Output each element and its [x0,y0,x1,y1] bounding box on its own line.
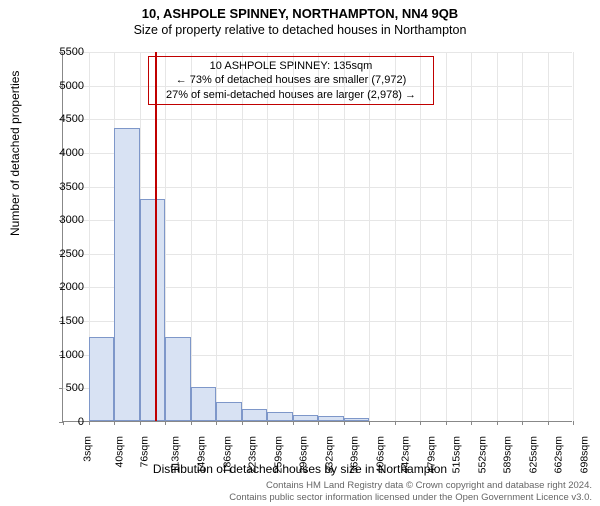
chart-area: 10 ASHPOLE SPINNEY: 135sqm← 73% of detac… [62,52,572,422]
histogram-bar [191,387,217,421]
histogram-bar [267,412,293,421]
chart-subtitle: Size of property relative to detached ho… [0,23,600,37]
xtick-label: 369sqm [348,436,360,473]
histogram-bar [216,402,242,421]
footer-line-2: Contains public sector information licen… [229,492,592,504]
gridline-v [369,52,370,421]
gridline-v [497,52,498,421]
xtick-label: 442sqm [399,436,411,473]
xtick-label: 223sqm [246,436,258,473]
ytick-label: 500 [44,382,84,394]
histogram-bar [242,409,268,421]
plot-region: 10 ASHPOLE SPINNEY: 135sqm← 73% of detac… [62,52,572,422]
xtick-mark [395,421,396,425]
xtick-mark [344,421,345,425]
gridline-v [522,52,523,421]
xtick-mark [165,421,166,425]
y-axis-label: Number of detached properties [8,71,22,236]
xtick-label: 76sqm [139,436,151,468]
gridline-v [318,52,319,421]
xtick-mark [318,421,319,425]
histogram-bar [165,337,191,421]
ytick-label: 3000 [44,214,84,226]
xtick-mark [216,421,217,425]
gridline-v [293,52,294,421]
gridline-v [242,52,243,421]
gridline-v [573,52,574,421]
xtick-mark [293,421,294,425]
ytick-label: 5000 [44,80,84,92]
xtick-mark [446,421,447,425]
gridline-v [216,52,217,421]
xtick-mark [267,421,268,425]
histogram-bar [114,128,140,421]
xtick-mark [548,421,549,425]
histogram-bar [293,415,319,421]
xtick-label: 40sqm [113,436,125,468]
xtick-label: 3sqm [82,436,94,462]
chart-title: 10, ASHPOLE SPINNEY, NORTHAMPTON, NN4 9Q… [0,6,600,21]
xtick-mark [89,421,90,425]
xtick-mark [140,421,141,425]
gridline-v [548,52,549,421]
histogram-bar [344,418,370,421]
xtick-label: 552sqm [476,436,488,473]
xtick-label: 186sqm [221,436,233,473]
xtick-label: 113sqm [169,436,181,473]
xtick-label: 515sqm [450,436,462,473]
ytick-label: 2500 [44,248,84,260]
gridline-v [420,52,421,421]
gridline-v [395,52,396,421]
xtick-mark [522,421,523,425]
xtick-mark [471,421,472,425]
xtick-label: 479sqm [425,436,437,473]
xtick-mark [420,421,421,425]
annotation-line: 10 ASHPOLE SPINNEY: 135sqm [155,59,427,73]
xtick-label: 625sqm [527,436,539,473]
histogram-bar [140,199,166,421]
property-marker-line [155,52,157,421]
xtick-mark [573,421,574,425]
xtick-mark [114,421,115,425]
annotation-box: 10 ASHPOLE SPINNEY: 135sqm← 73% of detac… [148,56,434,105]
xtick-mark [369,421,370,425]
ytick-label: 5500 [44,46,84,58]
xtick-label: 589sqm [501,436,513,473]
xtick-label: 296sqm [297,436,309,473]
xtick-label: 662sqm [552,436,564,473]
ytick-label: 1500 [44,315,84,327]
footer-attribution: Contains HM Land Registry data © Crown c… [229,480,592,504]
ytick-label: 4500 [44,113,84,125]
gridline-v [446,52,447,421]
gridline-v [267,52,268,421]
gridline-v [471,52,472,421]
gridline-v [191,52,192,421]
xtick-label: 149sqm [195,436,207,473]
histogram-bar [318,416,344,421]
xtick-mark [497,421,498,425]
xtick-label: 332sqm [323,436,335,473]
xtick-label: 698sqm [578,436,590,473]
xtick-label: 259sqm [272,436,284,473]
ytick-label: 1000 [44,349,84,361]
ytick-label: 4000 [44,147,84,159]
xtick-mark [191,421,192,425]
annotation-line: 27% of semi-detached houses are larger (… [155,88,427,102]
ytick-label: 0 [44,416,84,428]
ytick-label: 2000 [44,281,84,293]
xtick-mark [242,421,243,425]
xtick-label: 406sqm [374,436,386,473]
histogram-bar [89,337,115,421]
annotation-line: ← 73% of detached houses are smaller (7,… [155,73,427,87]
ytick-label: 3500 [44,181,84,193]
gridline-v [344,52,345,421]
footer-line-1: Contains HM Land Registry data © Crown c… [229,480,592,492]
